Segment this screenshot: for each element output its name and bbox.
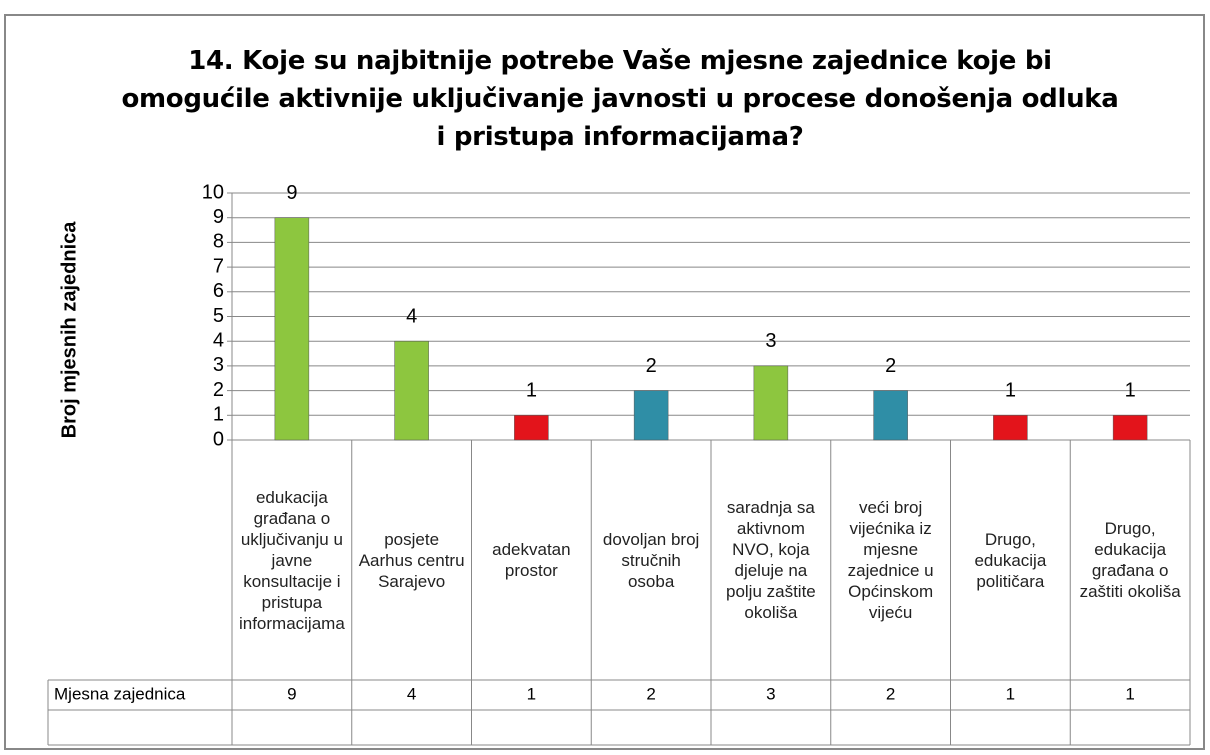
table-value: 9: [287, 684, 296, 703]
bar: [873, 390, 908, 441]
data-label: 4: [406, 305, 417, 327]
y-tick-label: 8: [213, 231, 224, 253]
x-tick-label: Drugo, edukacija političara: [974, 529, 1047, 591]
x-tick-label: veći broj vijećnika iz mjesne zajednice …: [847, 498, 934, 622]
table-value: 3: [766, 684, 775, 703]
chart-title: 14. Koje su najbitnije potrebe Vaše mjes…: [121, 46, 1119, 152]
y-tick-label: 9: [213, 206, 224, 228]
x-tick-label: saradnja sa aktivnom NVO, koja djeluje n…: [725, 498, 816, 622]
y-tick-label: 1: [213, 404, 224, 426]
y-tick-label: 2: [213, 379, 224, 401]
x-tick-label: Drugo, edukacija građana o zaštiti okoli…: [1079, 519, 1181, 601]
y-tick-label: 10: [202, 181, 224, 203]
bar: [394, 340, 429, 441]
table-value: 1: [1125, 684, 1134, 703]
x-tick-label: dovoljan broj stručnih osoba: [602, 529, 700, 591]
y-tick-label: 7: [213, 255, 224, 277]
data-label: 9: [286, 182, 297, 204]
data-label: 2: [646, 355, 657, 377]
bar: [1112, 415, 1148, 441]
data-label: 1: [1125, 380, 1136, 402]
y-tick-label: 5: [213, 305, 224, 327]
table-row-header: Mjesna zajednica: [54, 684, 186, 703]
data-label: 3: [765, 330, 776, 352]
y-tick-label: 4: [213, 329, 224, 351]
x-tick-label: edukacija građana o uključivanju u javne…: [238, 487, 345, 633]
y-tick-label: 6: [213, 280, 224, 302]
table-value: 1: [1006, 684, 1015, 703]
y-tick-label: 0: [213, 428, 224, 450]
table-value: 1: [527, 684, 536, 703]
table-value: 2: [886, 684, 895, 703]
bar: [274, 217, 310, 441]
bar: [514, 415, 549, 441]
data-label: 2: [885, 355, 896, 377]
bar: [633, 390, 669, 441]
bar: [993, 415, 1028, 441]
chart-border: [4, 14, 1205, 750]
x-tick-label: adekvatan prostor: [492, 540, 571, 580]
y-axis-label: Broj mjesnih zajednica: [58, 221, 80, 439]
x-tick-label: posjete Aarhus centru Sarajevo: [358, 529, 465, 591]
table-value: 4: [407, 684, 416, 703]
bar: [753, 365, 789, 441]
data-label: 1: [526, 380, 537, 402]
table-value: 2: [646, 684, 655, 703]
y-tick-label: 3: [213, 354, 224, 376]
data-label: 1: [1005, 380, 1016, 402]
